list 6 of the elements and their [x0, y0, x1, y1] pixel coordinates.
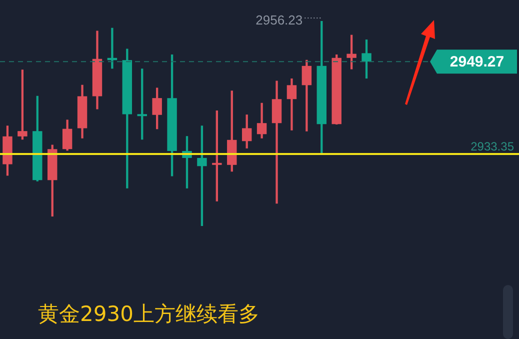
text: 2949.27 [450, 54, 504, 71]
text: 黄金2930上方继续看多 [38, 301, 260, 328]
candlestick [272, 80, 282, 204]
annotation: 2956.23 [256, 12, 303, 28]
text: 2933.35 [470, 139, 514, 154]
candlestick [137, 68, 147, 140]
